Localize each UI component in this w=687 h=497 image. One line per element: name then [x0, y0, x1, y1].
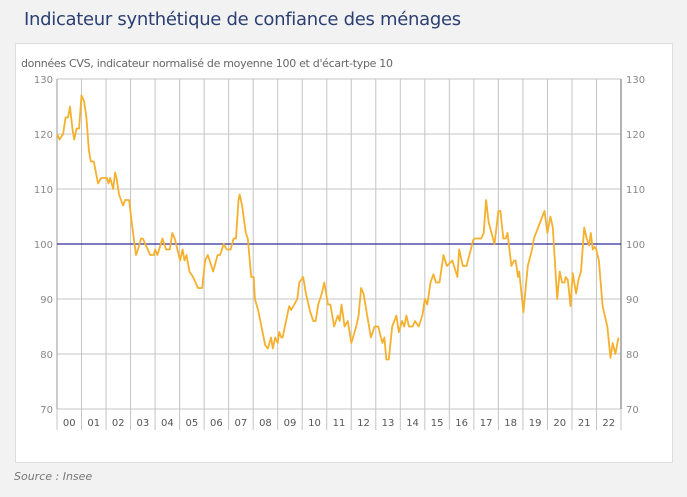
y-tick-label-left: 90 [40, 295, 53, 306]
chart-subtitle: données CVS, indicateur normalisé de moy… [21, 57, 393, 70]
x-tick-label: 05 [186, 418, 199, 429]
y-tick-label-right: 120 [626, 130, 645, 141]
y-tick-label-right: 80 [626, 350, 639, 361]
page-title: Indicateur synthétique de confiance des … [24, 9, 461, 30]
x-tick-label: 14 [406, 418, 419, 429]
x-tick-label: 13 [382, 418, 395, 429]
chart-card [15, 43, 673, 463]
y-tick-label-left: 70 [40, 405, 53, 416]
y-tick-label-right: 70 [626, 405, 639, 416]
y-tick-label-right: 110 [626, 185, 645, 196]
y-tick-label-left: 120 [34, 130, 53, 141]
x-tick-label: 03 [136, 418, 149, 429]
x-tick-label: 09 [284, 418, 297, 429]
x-tick-label: 12 [357, 418, 370, 429]
series-line-confidence-indicator [56, 94, 620, 361]
x-tick-label: 11 [333, 418, 346, 429]
x-tick-label: 02 [112, 418, 125, 429]
y-tick-label-right: 100 [626, 240, 645, 251]
x-tick-label: 06 [210, 418, 223, 429]
x-tick-label: 01 [87, 418, 100, 429]
y-tick-label-left: 80 [40, 350, 53, 361]
source-note: Source : Insee [14, 470, 93, 483]
x-tick-label: 17 [480, 418, 493, 429]
x-tick-label: 20 [553, 418, 566, 429]
y-tick-label-left: 130 [34, 75, 53, 86]
x-tick-label: 10 [308, 418, 321, 429]
y-tick-label-left: 110 [34, 185, 53, 196]
x-tick-label: 19 [529, 418, 542, 429]
x-tick-label: 22 [602, 418, 615, 429]
y-tick-label-right: 130 [626, 75, 645, 86]
y-tick-label-left: 100 [34, 240, 53, 251]
x-tick-label: 18 [504, 418, 517, 429]
x-tick-label: 07 [235, 418, 248, 429]
x-tick-label: 15 [431, 418, 444, 429]
x-tick-label: 21 [578, 418, 591, 429]
x-tick-label: 04 [161, 418, 174, 429]
x-tick-label: 08 [259, 418, 272, 429]
x-tick-label: 00 [63, 418, 76, 429]
y-tick-label-right: 90 [626, 295, 639, 306]
x-tick-label: 16 [455, 418, 468, 429]
